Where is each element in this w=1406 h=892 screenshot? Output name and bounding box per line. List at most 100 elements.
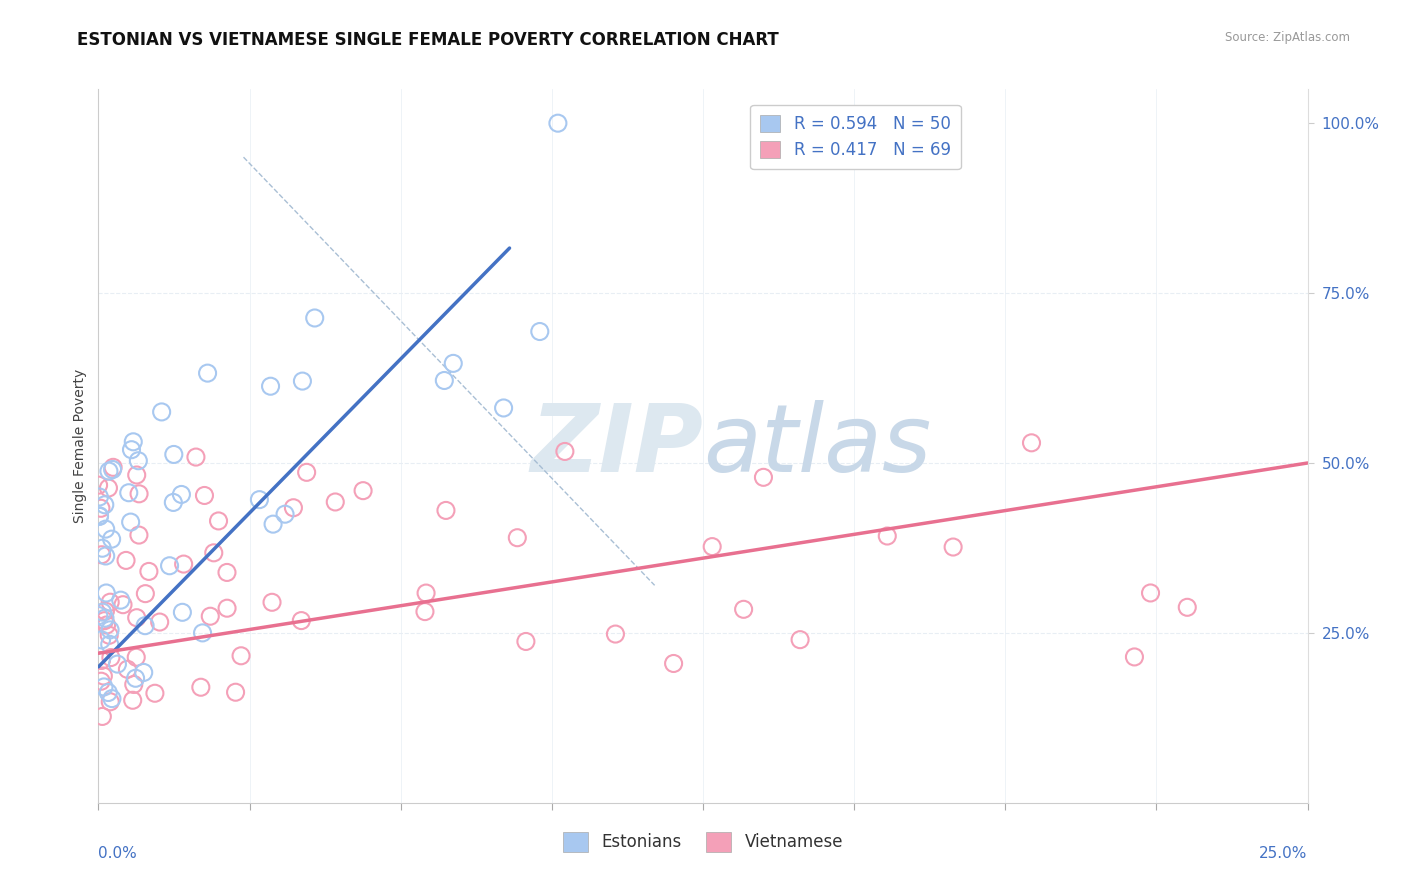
Point [274,507,297,521]
Point [125,610,148,624]
Point [170,487,193,501]
Point [125,468,148,483]
Point [304,310,326,325]
Point [415,586,437,600]
Point [91,541,114,556]
Point [515,634,537,648]
Point [225,685,247,699]
Point [202,546,225,560]
Point [173,557,195,571]
Point [98,637,121,651]
Text: ZIP: ZIP [530,400,703,492]
Point [352,483,374,498]
Point [876,529,898,543]
Point [150,405,173,419]
Point [134,587,156,601]
Text: ESTONIAN VS VIETNAMESE SINGLE FEMALE POVERTY CORRELATION CHART: ESTONIAN VS VIETNAMESE SINGLE FEMALE POV… [77,31,779,49]
Point [121,693,143,707]
Point [207,514,229,528]
Point [191,626,214,640]
Point [138,565,160,579]
Point [90,674,112,689]
Point [259,379,281,393]
Text: 25.0%: 25.0% [1260,846,1308,861]
Point [197,366,219,380]
Point [163,447,186,461]
Point [87,608,110,623]
Point [94,522,117,536]
Point [662,657,685,671]
Point [184,450,207,464]
Point [120,515,142,529]
Point [121,442,143,457]
Point [1340,689,1362,703]
Point [413,605,436,619]
Point [89,490,111,504]
Point [193,488,215,502]
Point [128,528,150,542]
Point [159,558,181,573]
Point [492,401,515,415]
Point [433,374,456,388]
Point [94,604,117,618]
Point [149,615,172,629]
Point [90,548,112,562]
Text: atlas: atlas [703,401,931,491]
Point [93,680,115,694]
Point [90,632,112,647]
Point [97,481,120,495]
Point [110,593,132,607]
Point [94,611,117,625]
Point [942,540,965,554]
Text: 0.0%: 0.0% [98,846,138,861]
Point [215,566,238,580]
Point [90,501,112,516]
Point [115,553,138,567]
Point [94,498,117,512]
Point [90,653,112,667]
Point [124,671,146,685]
Point [260,595,283,609]
Point [96,586,118,600]
Point [262,517,284,532]
Point [100,650,122,665]
Point [118,485,141,500]
Point [215,601,238,615]
Point [1123,649,1146,664]
Point [200,609,222,624]
Point [143,686,166,700]
Point [1175,600,1198,615]
Point [98,695,121,709]
Point [323,495,346,509]
Point [100,532,122,546]
Point [89,509,111,524]
Point [1375,566,1398,581]
Point [93,614,115,628]
Point [111,598,134,612]
Point [752,470,775,484]
Point [702,540,724,554]
Point [101,460,124,475]
Legend: Estonians, Vietnamese: Estonians, Vietnamese [557,825,849,859]
Point [434,503,457,517]
Point [101,462,124,476]
Point [162,495,184,509]
Point [283,500,305,515]
Point [96,618,118,632]
Point [122,434,145,449]
Point [547,116,569,130]
Point [125,650,148,665]
Point [91,605,114,619]
Text: Source: ZipAtlas.com: Source: ZipAtlas.com [1225,31,1350,45]
Point [441,356,464,370]
Point [733,602,755,616]
Point [1139,586,1161,600]
Point [134,618,156,632]
Point [554,444,576,458]
Point [98,628,121,642]
Point [295,466,318,480]
Point [247,492,270,507]
Point [89,508,111,523]
Point [91,709,114,723]
Point [87,478,110,492]
